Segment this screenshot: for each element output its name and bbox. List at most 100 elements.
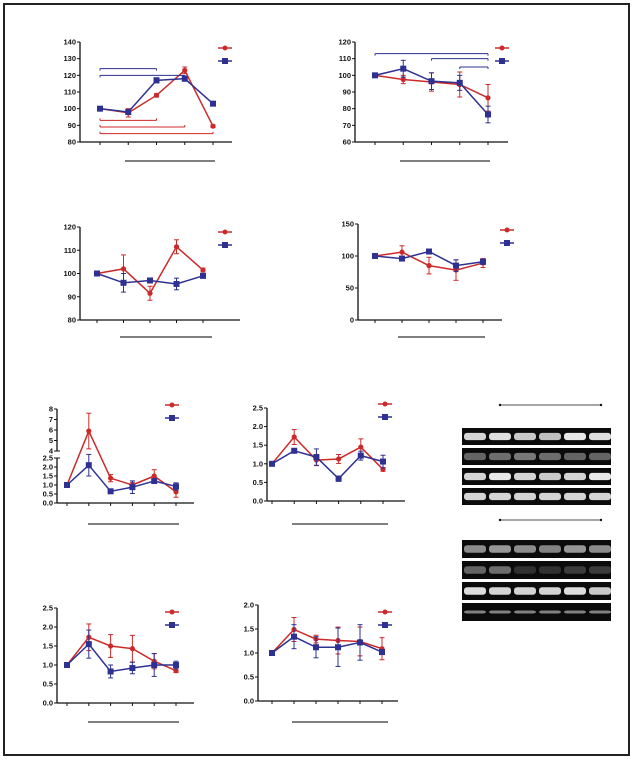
- legend-item: [378, 609, 392, 615]
- legend-item: [218, 58, 232, 64]
- data-point: [86, 428, 92, 434]
- series-line: [66, 636, 177, 672]
- data-point: [210, 100, 216, 107]
- legend-item: [378, 622, 392, 628]
- y-tick-label: 90: [68, 121, 76, 130]
- gel-band: [564, 566, 586, 574]
- gel-band: [489, 566, 511, 574]
- gel-band: [489, 432, 511, 441]
- series-skov: [372, 248, 486, 272]
- data-point: [153, 92, 160, 98]
- data-point: [210, 123, 216, 129]
- data-point: [200, 272, 206, 279]
- gel-band: [589, 545, 611, 553]
- gel-strip: [462, 428, 611, 445]
- series-line-segment: [110, 486, 133, 493]
- gel-band: [589, 587, 611, 595]
- series-line: [271, 628, 383, 654]
- data-point: [64, 482, 70, 488]
- legend-marker: [499, 45, 505, 51]
- gel-band: [464, 545, 486, 553]
- y-tick-label: 100: [338, 71, 351, 80]
- gel-strip: [462, 582, 611, 600]
- y-tick-label: 1.5: [253, 441, 263, 450]
- data-point: [85, 641, 92, 648]
- legend-marker: [222, 45, 228, 51]
- gel-band: [564, 545, 586, 553]
- legend-marker: [499, 58, 505, 64]
- data-point: [453, 262, 459, 269]
- y-tick-label: 1.5: [43, 472, 53, 481]
- y-tick-label: 80: [68, 316, 76, 325]
- y-tick-label: 2.5: [253, 404, 263, 413]
- series-line-segment: [66, 430, 90, 486]
- data-point: [400, 76, 406, 83]
- data-point: [107, 668, 114, 675]
- legend-marker: [382, 609, 388, 615]
- y-tick-label: 5: [49, 436, 53, 445]
- gel-band: [539, 472, 561, 481]
- data-point: [269, 460, 275, 467]
- data-point: [182, 67, 188, 73]
- legend-marker: [169, 609, 175, 615]
- y-tick-label: 120: [63, 71, 76, 80]
- gel-band: [464, 610, 486, 614]
- data-point: [372, 253, 378, 259]
- data-point: [291, 447, 298, 454]
- gel-band: [589, 610, 611, 614]
- y-tick-label: 90: [68, 292, 76, 301]
- legend-marker: [504, 240, 510, 246]
- data-point: [129, 646, 135, 652]
- data-point: [456, 79, 463, 86]
- legend-marker: [169, 402, 175, 408]
- y-tick-label: 50: [346, 284, 354, 293]
- legend-item: [500, 227, 514, 233]
- y-tick-label: 0.0: [244, 697, 254, 706]
- gel-band: [589, 452, 611, 461]
- significance-bracket: [374, 53, 489, 56]
- gel-band: [539, 545, 561, 553]
- data-point: [428, 78, 435, 85]
- legend-item: [165, 402, 179, 408]
- chart-panel-a: 80 90 100 110 120 130 140: [63, 38, 232, 162]
- chart-panel-d: 0 50 100 150: [341, 220, 514, 338]
- series-line-segment: [132, 475, 155, 486]
- y-tick-label: 1.0: [43, 661, 53, 670]
- y-tick-label: 1.5: [244, 625, 254, 634]
- legend-item: [165, 609, 179, 615]
- y-tick-label: 2.0: [43, 623, 53, 632]
- series-skov: [269, 447, 386, 482]
- significance-bracket: [99, 131, 214, 135]
- gel-band: [539, 492, 561, 501]
- data-point: [291, 434, 297, 440]
- legend-marker: [504, 227, 510, 233]
- data-point: [64, 662, 70, 668]
- series-line-segment: [88, 430, 112, 479]
- gel-band: [564, 432, 586, 441]
- y-tick-label: 60: [343, 138, 351, 147]
- legend-marker: [169, 415, 175, 421]
- legend-item: [165, 622, 179, 628]
- gel-band: [589, 566, 611, 574]
- data-point: [173, 668, 179, 674]
- y-tick-label: 120: [338, 38, 351, 47]
- data-point: [379, 649, 385, 656]
- y-tick-label: 80: [343, 104, 351, 113]
- y-tick-label: 4: [49, 447, 54, 456]
- gel-band: [464, 452, 486, 461]
- gel-band: [489, 587, 511, 595]
- data-point: [120, 279, 127, 286]
- gel-band: [489, 545, 511, 553]
- data-point: [426, 263, 432, 269]
- data-point: [357, 639, 363, 646]
- gel-band: [539, 432, 561, 441]
- chart-panel-e: 0.00.51.01.52.02.54 56 78: [43, 402, 194, 525]
- y-tick-label: 1.0: [244, 649, 254, 658]
- gel-band: [489, 472, 511, 481]
- legend-marker: [382, 622, 388, 628]
- y-tick-label: 0.0: [43, 699, 53, 708]
- legend-item: [500, 240, 514, 246]
- data-point: [399, 255, 405, 262]
- data-point: [269, 650, 275, 656]
- legend-item: [218, 242, 232, 248]
